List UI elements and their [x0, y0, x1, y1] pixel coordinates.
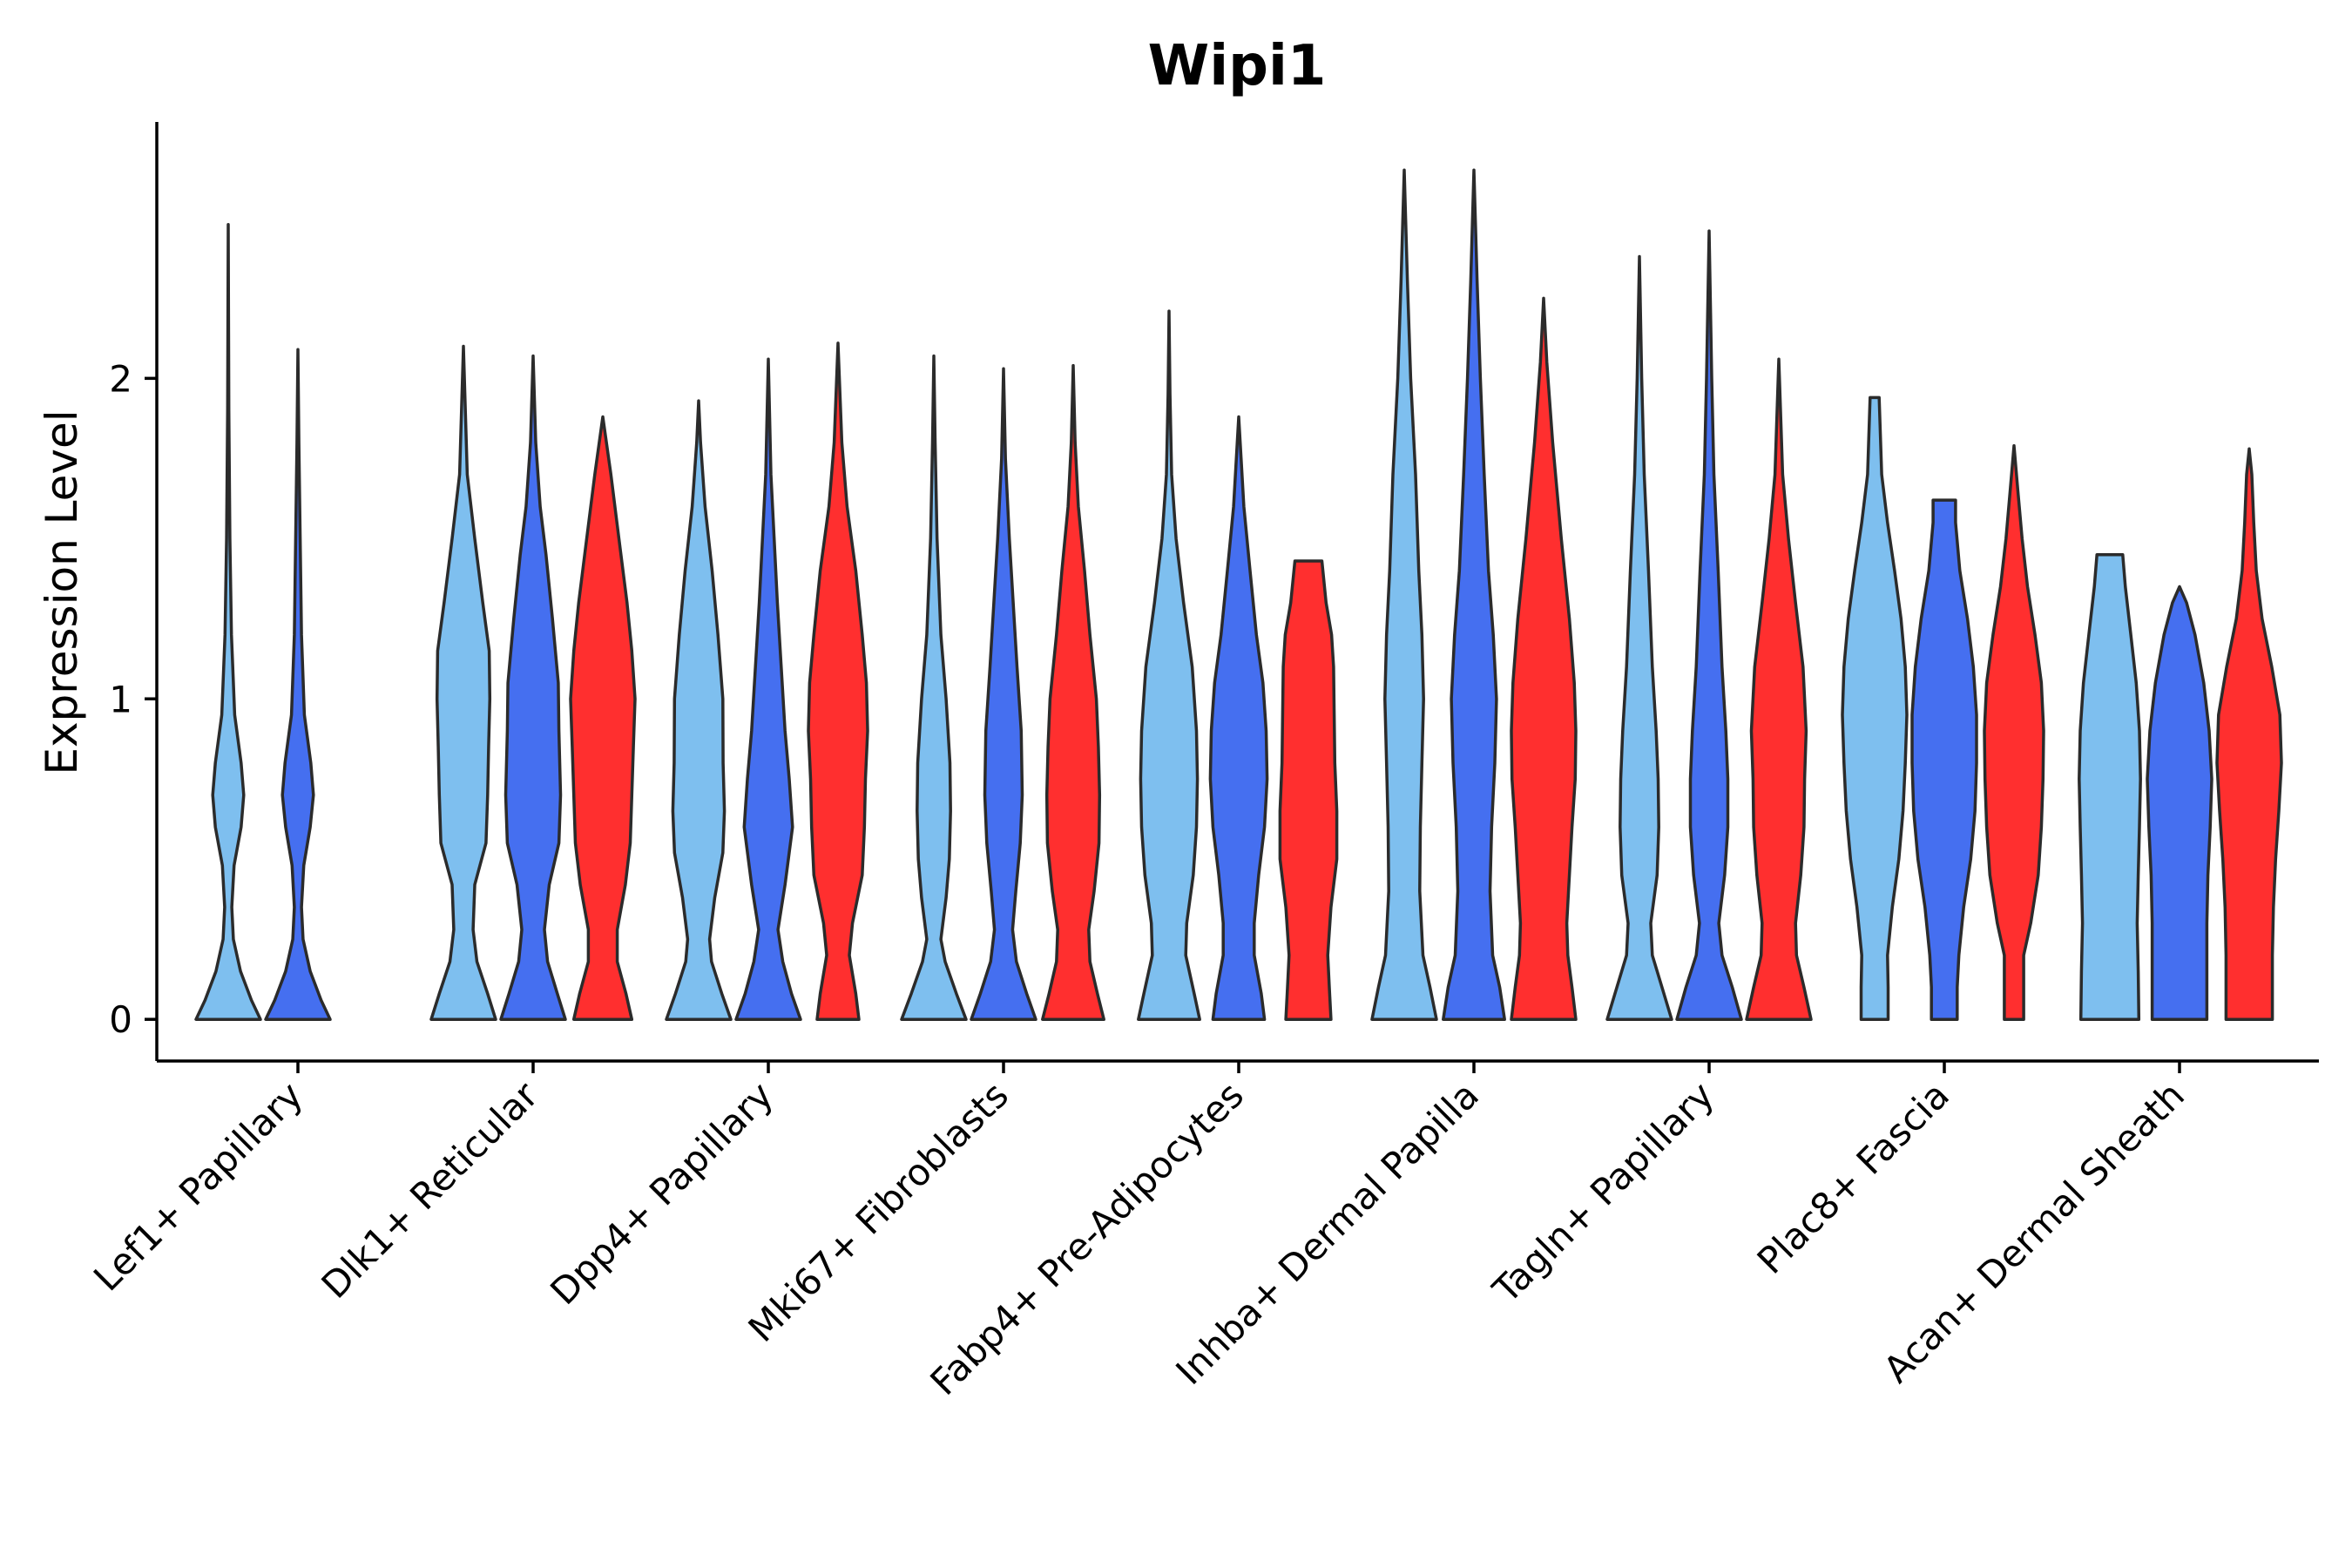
violin-dpp4-papillary-1 — [665, 399, 733, 1021]
x-tick-label-plac8-fascia: Plac8+ Fascia — [1749, 1073, 1957, 1281]
x-tick-label-mki67-fibroblasts: Mki67+ Fibroblasts — [740, 1073, 1017, 1349]
violin-inhba-dermal-papilla-2 — [1442, 168, 1506, 1021]
y-tick-label-2: 2 — [109, 357, 132, 400]
violin-acan-dermal-sheath-1 — [2078, 552, 2142, 1021]
violin-dlk1-reticular-1 — [429, 344, 497, 1021]
x-tick-label-dpp4-papillary: Dpp4+ Papillary — [542, 1073, 781, 1313]
violins-layer — [194, 168, 2283, 1021]
x-tick-label-dlk1-reticular: Dlk1+ Reticular — [314, 1073, 547, 1307]
violin-lef1-papillary-1 — [194, 222, 262, 1021]
violin-acan-dermal-sheath-2 — [2146, 585, 2213, 1021]
violin-fabp4-pre-adipocytes-1 — [1137, 309, 1201, 1021]
violin-tagln-papillary-1 — [1605, 254, 1673, 1021]
violin-plac8-fascia-3 — [1983, 443, 2045, 1021]
violin-acan-dermal-sheath-3 — [2215, 447, 2283, 1021]
violin-mki67-fibroblasts-2 — [970, 367, 1037, 1021]
x-tick-label-tagln-papillary: Tagln+ Papillary — [1484, 1073, 1722, 1311]
violin-fabp4-pre-adipocytes-3 — [1278, 559, 1339, 1021]
violin-lef1-papillary-2 — [264, 348, 332, 1021]
y-tick-label-0: 0 — [109, 998, 132, 1041]
violin-mki67-fibroblasts-1 — [900, 354, 968, 1021]
violin-mki67-fibroblasts-3 — [1041, 363, 1105, 1021]
y-tick-label-1: 1 — [109, 678, 132, 720]
x-tick-label-lef1-papillary: Lef1+ Papillary — [85, 1073, 311, 1299]
violin-fabp4-pre-adipocytes-2 — [1208, 415, 1269, 1021]
violin-dpp4-papillary-2 — [734, 357, 802, 1021]
y-axis-label: Expression Level — [37, 409, 87, 774]
violin-tagln-papillary-3 — [1745, 357, 1813, 1021]
violin-dpp4-papillary-3 — [807, 341, 869, 1021]
violin-plac8-fascia-1 — [1841, 395, 1909, 1021]
violin-plac8-fascia-2 — [1910, 498, 1978, 1021]
violin-inhba-dermal-papilla-3 — [1510, 296, 1578, 1021]
violin-dlk1-reticular-2 — [499, 354, 567, 1021]
chart-title: Wipi1 — [1148, 34, 1327, 98]
violin-dlk1-reticular-3 — [569, 415, 637, 1021]
violin-tagln-papillary-2 — [1675, 229, 1743, 1021]
violin-inhba-dermal-papilla-1 — [1370, 168, 1438, 1021]
